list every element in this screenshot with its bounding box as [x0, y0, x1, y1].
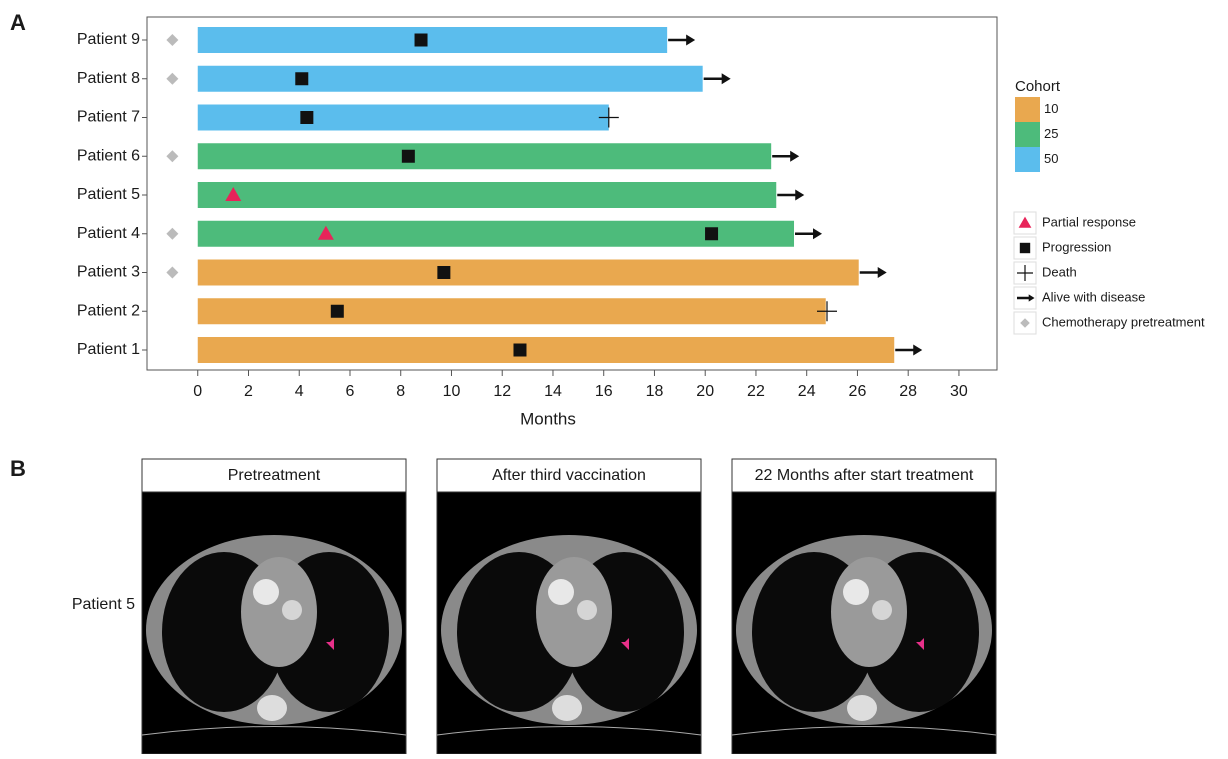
event-marker: [795, 228, 822, 239]
ct-aorta: [253, 579, 279, 605]
y-tick-label: Patient 3: [77, 264, 140, 281]
bar: [198, 221, 794, 247]
x-tick-label: 12: [493, 383, 511, 400]
event-marker: [860, 267, 887, 278]
legend-label: Progression: [1042, 239, 1111, 254]
event-marker: [895, 345, 922, 356]
event-marker: [300, 111, 313, 124]
legend-label: Alive with disease: [1042, 289, 1145, 304]
event-marker: [513, 344, 526, 357]
ct-vessel: [872, 600, 892, 620]
event-marker: [166, 150, 178, 162]
column-title: 22 Months after start treatment: [755, 467, 974, 484]
y-tick-label: Patient 2: [77, 302, 140, 319]
y-tick-label: Patient 1: [77, 341, 140, 358]
x-tick-label: 26: [849, 383, 867, 400]
x-axis-title: Months: [520, 409, 576, 428]
event-marker: [166, 73, 178, 85]
event-marker: [777, 190, 804, 201]
x-tick-label: 30: [950, 383, 968, 400]
figure: A B Months Cohort Patient 5 Pretreatment…: [0, 0, 1228, 754]
ct-mediastinum: [241, 557, 317, 667]
bar: [198, 143, 771, 169]
bar: [198, 298, 826, 324]
column-title: After third vaccination: [492, 467, 646, 484]
bar: [198, 66, 703, 92]
ct-mediastinum: [831, 557, 907, 667]
y-tick-label: Patient 7: [77, 109, 140, 126]
bar: [198, 27, 667, 53]
legend-swatch: [1015, 97, 1040, 122]
ct-vessel: [577, 600, 597, 620]
x-tick-label: 16: [595, 383, 613, 400]
event-marker: [166, 267, 178, 279]
row-label: Patient 5: [72, 596, 135, 613]
x-tick-label: 10: [443, 383, 461, 400]
event-marker: [415, 34, 428, 47]
legend-label: 10: [1044, 101, 1058, 116]
y-tick-label: Patient 4: [77, 225, 140, 242]
ct-spine: [257, 695, 287, 721]
ct-aorta: [548, 579, 574, 605]
ct-aorta: [843, 579, 869, 605]
x-tick-label: 28: [899, 383, 917, 400]
event-marker: [402, 150, 415, 163]
x-tick-label: 24: [798, 383, 816, 400]
bar: [198, 260, 859, 286]
legend-label: Chemotherapy pretreatment: [1042, 314, 1205, 329]
event-marker: [295, 72, 308, 85]
bar: [198, 105, 609, 131]
column-title: Pretreatment: [228, 467, 321, 484]
x-tick-label: 8: [396, 383, 405, 400]
event-marker: [772, 151, 799, 162]
x-tick-label: 14: [544, 383, 562, 400]
event-marker: [331, 305, 344, 318]
x-tick-label: 20: [696, 383, 714, 400]
ct-mediastinum: [536, 557, 612, 667]
y-tick-label: Patient 8: [77, 70, 140, 87]
page: {"panel_a_label": "A", "chart_data": {"t…: [0, 0, 1228, 754]
event-marker: [705, 227, 718, 240]
y-tick-label: Patient 5: [77, 186, 140, 203]
bar: [198, 337, 894, 363]
event-marker: [668, 35, 695, 46]
x-tick-label: 6: [346, 383, 355, 400]
legend-label: 50: [1044, 151, 1058, 166]
legend-swatch: [1015, 122, 1040, 147]
panel-label: B: [10, 456, 26, 481]
x-tick-label: 22: [747, 383, 765, 400]
x-tick-label: 4: [295, 383, 304, 400]
event-marker: [704, 73, 731, 84]
ct-spine: [847, 695, 877, 721]
y-tick-label: Patient 9: [77, 31, 140, 48]
bar: [198, 182, 777, 208]
legend-label: Partial response: [1042, 214, 1136, 229]
ct-spine: [552, 695, 582, 721]
event-marker: [437, 266, 450, 279]
event-marker: [166, 228, 178, 240]
legend-title: Cohort: [1015, 78, 1061, 95]
legend-label: Death: [1042, 264, 1077, 279]
y-tick-label: Patient 6: [77, 147, 140, 164]
ct-images: Pretreatment After third vaccination 22 Mo…: [142, 459, 996, 754]
event-marker: [166, 34, 178, 46]
legend-label: 25: [1044, 126, 1058, 141]
x-tick-label: 2: [244, 383, 253, 400]
panel-label: A: [10, 10, 26, 35]
x-tick-label: 18: [646, 383, 664, 400]
x-tick-label: 0: [193, 383, 202, 400]
ct-vessel: [282, 600, 302, 620]
legend-swatch: [1015, 147, 1040, 172]
legend-symbol: [1020, 243, 1030, 253]
